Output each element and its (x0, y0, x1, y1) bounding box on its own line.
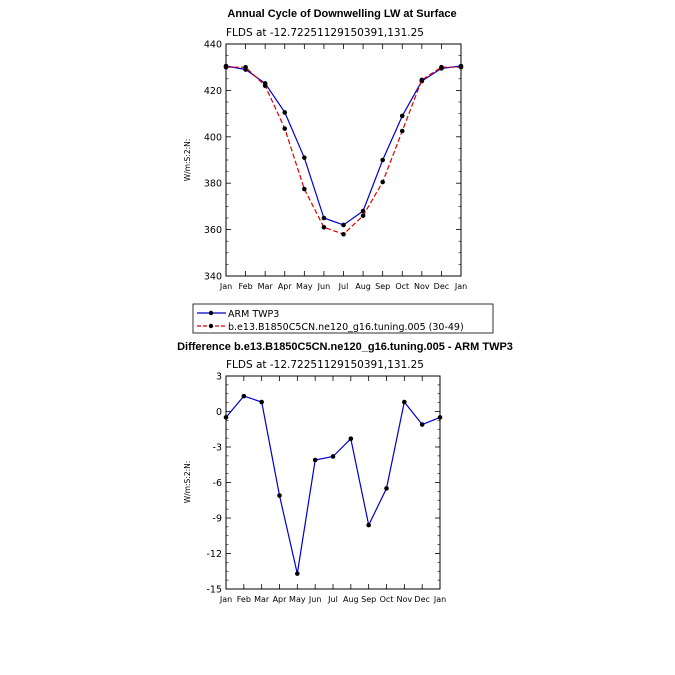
chart1-ylabel: W/m:S:2:N: (183, 139, 192, 182)
chart1-series-1-line (226, 66, 461, 235)
chart2-title: Difference b.e13.B1850C5CN.ne120_g16.tun… (177, 341, 513, 353)
chart2-xtick-label: Jan (433, 595, 446, 604)
chart2-xtick-label: Oct (380, 595, 394, 604)
chart1-title: Annual Cycle of Downwelling LW at Surfac… (227, 8, 456, 20)
chart2-series-0-point (366, 522, 371, 528)
chart1-xtick-label: Aug (355, 282, 371, 291)
chart1-xtick-label: Oct (395, 282, 409, 291)
chart1-series-1-point (302, 186, 307, 192)
chart2-ytick-label: 0 (216, 407, 222, 418)
chart2-ytick-label: -12 (206, 549, 222, 560)
chart2-series-0-point (330, 454, 336, 459)
chart2-ytick-label: -3 (213, 443, 222, 454)
chart2-series-0-point (259, 399, 264, 405)
chart1-series-0-line (225, 65, 462, 226)
chart2-xtick-label: Apr (273, 595, 288, 604)
chart1-series-1-point (341, 231, 346, 237)
legend-marker-model (208, 323, 214, 329)
chart1-series-1-point (439, 64, 444, 70)
legend: ARM TWP3 b.e13.B1850C5CN.ne120_g16.tunin… (192, 303, 494, 334)
chart1-subtitle: FLDS at -12.72251129150391,131.25 (226, 27, 424, 39)
chart2-ytick-label: -15 (206, 585, 222, 596)
chart1-series-0-point (321, 215, 327, 221)
chart2-series-0-point (419, 422, 425, 427)
chart1-plot: 340 360 380 400 420 440 Jan Feb Mar Apr May Jun Jul A… (204, 40, 467, 292)
chart2-series-0-line (225, 395, 441, 574)
chart1-series-1-point (399, 128, 405, 134)
chart1-series-1-point (243, 64, 248, 70)
chart2-xtick-label: Feb (237, 595, 251, 604)
legend-label-model: b.e13.B1850C5CN.ne120_g16.tuning.005 (30… (228, 322, 464, 333)
chart1-xtick-label: May (296, 282, 313, 291)
chart1-xtick-label: Jun (317, 282, 331, 291)
chart2-series-0-point (402, 399, 407, 405)
chart1-ytick-label: 400 (204, 132, 222, 143)
chart1-ytick-label: 340 (204, 272, 222, 283)
chart2-series-0-point (348, 436, 354, 442)
chart2-frame (225, 375, 441, 590)
chart2-series-0-point (223, 415, 229, 420)
chart2-series-0-point (295, 571, 300, 576)
chart1-series-0-point (302, 155, 307, 160)
chart2-xtick-label: Jan (219, 595, 232, 604)
chart1-series-1-point (360, 213, 366, 218)
chart1-series-1-point (321, 224, 327, 230)
chart1-series-1-point (262, 83, 268, 89)
chart1-xtick-label: Sep (375, 282, 390, 291)
chart1-xtick-label: Apr (278, 282, 293, 291)
chart2-ytick-label: -6 (213, 478, 222, 489)
chart1-series-0-point (341, 222, 346, 228)
chart1-series-0-point (399, 113, 405, 119)
chart2-series-0-point (384, 486, 389, 491)
chart1-series-0-point (282, 110, 288, 115)
chart1-xtick-label: Dec (434, 282, 449, 291)
chart1-series-0-point (380, 157, 385, 163)
chart1-series-0-point (360, 208, 366, 214)
chart1-ytick-label: 360 (204, 225, 222, 236)
chart2-xtick-label: Nov (397, 595, 413, 604)
chart1-series-1-point (223, 64, 229, 70)
chart2-ylabel: W/m:S:2:N: (183, 461, 192, 504)
chart2-series-0-point (437, 415, 443, 420)
chart2-xtick-label: Jun (308, 595, 322, 604)
chart1-ytick-label: 380 (204, 179, 222, 190)
chart2-xtick-label: Aug (343, 595, 359, 604)
chart1-series-1-point (282, 126, 288, 131)
legend-box (192, 303, 494, 334)
chart1-xtick-label: Jan (219, 282, 232, 291)
chart2-plot: -15 -12 -9 -6 -3 0 3 Jan Feb Mar Apr May Jun Jul Aug Se… (206, 372, 446, 605)
chart1-xtick-label: Nov (414, 282, 430, 291)
chart1-xtick-label: Feb (238, 282, 252, 291)
legend-marker-arm (208, 310, 214, 316)
chart2-subtitle: FLDS at -12.72251129150391,131.25 (226, 359, 424, 371)
chart2-ytick-label: 3 (216, 372, 222, 383)
chart1-ytick-label: 440 (204, 40, 222, 51)
chart1-xtick-label: Mar (258, 282, 274, 291)
legend-label-arm: ARM TWP3 (228, 309, 279, 320)
chart2-series-0-point (277, 493, 282, 498)
chart2-xtick-label: Jul (327, 595, 338, 604)
chart2-series-0-point (241, 393, 247, 399)
chart2-xtick-label: Dec (414, 595, 429, 604)
chart2-series-0-point (312, 457, 318, 463)
chart2-ytick-label: -9 (213, 514, 222, 525)
chart1-series-1-point (380, 179, 385, 185)
chart1-series-1-point (419, 77, 425, 83)
chart1-ytick-label: 420 (204, 86, 222, 97)
chart2-xtick-label: Sep (361, 595, 376, 604)
chart1-xtick-label: Jan (454, 282, 467, 291)
chart1-xtick-label: Jul (338, 282, 349, 291)
chart2-xtick-label: May (289, 595, 306, 604)
chart2-xtick-label: Mar (254, 595, 270, 604)
chart1-series-1-point (458, 64, 464, 70)
